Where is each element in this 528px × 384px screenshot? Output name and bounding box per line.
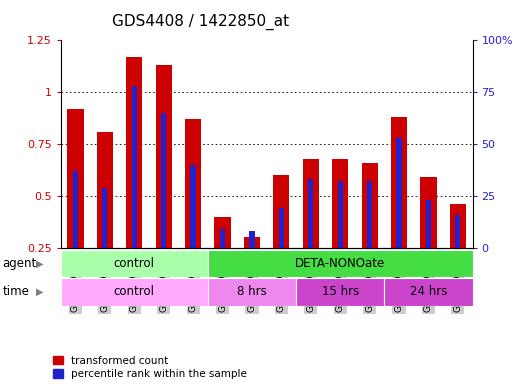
Bar (420, 177, 437, 300)
Bar (367, 181, 372, 300)
Bar (332, 159, 348, 300)
Bar (61, 278, 208, 306)
Bar (279, 208, 284, 300)
Bar (208, 278, 296, 306)
Bar (244, 237, 260, 300)
Bar (384, 278, 473, 306)
Bar (249, 231, 254, 300)
Text: GDS4408 / 1422850_at: GDS4408 / 1422850_at (112, 13, 289, 30)
Bar (296, 278, 384, 306)
Text: control: control (114, 257, 155, 270)
Bar (97, 132, 113, 300)
Bar (102, 187, 108, 300)
Bar (131, 86, 137, 300)
Bar (214, 217, 231, 300)
Bar (455, 215, 460, 300)
Text: agent: agent (3, 257, 37, 270)
Legend: transformed count, percentile rank within the sample: transformed count, percentile rank withi… (53, 356, 247, 379)
Bar (391, 117, 407, 300)
Text: 15 hrs: 15 hrs (322, 285, 359, 298)
Bar (161, 113, 166, 300)
Bar (337, 181, 343, 300)
Text: 8 hrs: 8 hrs (237, 285, 267, 298)
Bar (308, 179, 314, 300)
Bar (126, 57, 143, 300)
Text: DETA-NONOate: DETA-NONOate (295, 257, 385, 270)
Bar (68, 109, 83, 300)
Bar (185, 119, 201, 300)
Bar (397, 138, 402, 300)
Text: ▶: ▶ (36, 258, 43, 268)
Text: control: control (114, 285, 155, 298)
Bar (156, 65, 172, 300)
Bar (274, 175, 289, 300)
Bar (426, 200, 431, 300)
Text: time: time (3, 285, 30, 298)
Bar (73, 171, 78, 300)
Bar (450, 204, 466, 300)
Bar (61, 250, 208, 277)
Bar (191, 165, 196, 300)
Bar (220, 229, 225, 300)
Text: 24 hrs: 24 hrs (410, 285, 447, 298)
Bar (303, 159, 319, 300)
Bar (362, 163, 378, 300)
Bar (208, 250, 473, 277)
Text: ▶: ▶ (36, 287, 43, 297)
